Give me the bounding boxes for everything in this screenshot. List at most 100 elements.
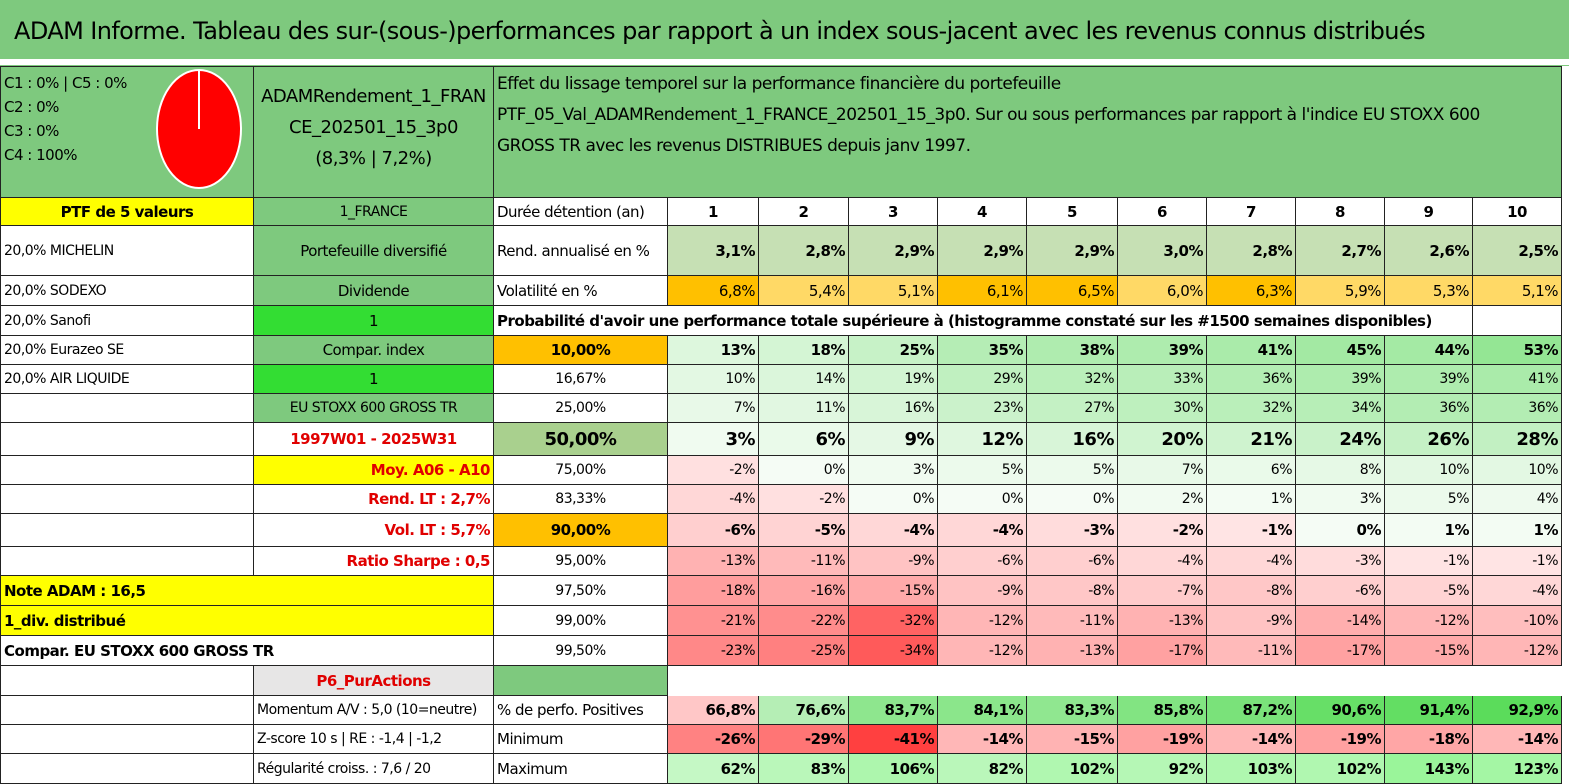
quantile-value: -12%	[1472, 635, 1562, 666]
quantile-value: 34%	[1295, 393, 1385, 423]
quantile-value: -23%	[667, 635, 759, 666]
holding-item: 20,0% AIR LIQUIDE	[0, 364, 254, 394]
pos-value: 92,9%	[1472, 695, 1562, 725]
duration-label: Durée détention (an)	[493, 197, 668, 226]
quantile-value: -16%	[758, 575, 849, 606]
quantile-value: -17%	[1117, 635, 1207, 666]
holding-item: 20,0% MICHELIN	[0, 225, 254, 276]
pos-value: 90,6%	[1295, 695, 1385, 725]
min-value: -18%	[1384, 724, 1473, 754]
quantile-value: 8%	[1295, 455, 1385, 485]
quantile-value: -7%	[1117, 575, 1207, 606]
rend-value: 3,1%	[667, 225, 759, 276]
quantile-value: -32%	[848, 605, 938, 636]
year-header: 9	[1384, 197, 1473, 226]
rend-value: 2,9%	[848, 225, 938, 276]
quantile-value: 28%	[1472, 422, 1562, 456]
rend-value: 3,0%	[1117, 225, 1207, 276]
quantile-value: -4%	[848, 513, 938, 547]
quantile-value: -2%	[758, 484, 849, 514]
performance-table: C1 : 0% | C5 : 0% C2 : 0% C3 : 0% C4 : 1…	[0, 66, 1562, 784]
quantile-value: -1%	[1206, 513, 1296, 547]
table-row: P6_PurActions	[0, 665, 1562, 696]
vol-value: 5,9%	[1295, 275, 1385, 306]
quantile-value: 20%	[1117, 422, 1207, 456]
quantile-label: 97,50%	[493, 575, 668, 606]
max-value: 123%	[1472, 753, 1562, 784]
portfolio-name-line: ADAMRendement_1_FRAN	[261, 86, 486, 107]
vol-value: 5,4%	[758, 275, 849, 306]
min-value: -15%	[1026, 724, 1118, 754]
quantile-value: -11%	[758, 546, 849, 576]
empty-cell	[1472, 665, 1562, 696]
report-title: ADAM Informe. Tableau des sur-(sous-)per…	[0, 0, 1569, 62]
quantile-value: -25%	[758, 635, 849, 666]
max-value: 82%	[937, 753, 1027, 784]
quantile-value: 1%	[1206, 484, 1296, 514]
quantile-value: -9%	[848, 546, 938, 576]
table-row: Moy. A06 - A10 75,00% -2% 0% 3% 5% 5% 7% 6% 8% 10%…	[0, 455, 1562, 485]
max-value: 102%	[1026, 753, 1118, 784]
index-name: EU STOXX 600 GROSS TR	[253, 393, 494, 423]
empty-cell	[1026, 665, 1118, 696]
quantile-value: 0%	[1026, 484, 1118, 514]
quantile-value: 32%	[1026, 364, 1118, 394]
quantile-value: -21%	[667, 605, 759, 636]
period-label: 1997W01 - 2025W31	[253, 422, 494, 456]
quantile-label: 95,00%	[493, 546, 668, 576]
year-header: 10	[1472, 197, 1562, 226]
min-value: -14%	[1472, 724, 1562, 754]
quantile-value: -3%	[1026, 513, 1118, 547]
ptf-label: PTF de 5 valeurs	[0, 197, 254, 226]
region-label: 1_FRANCE	[253, 197, 494, 226]
quantile-value: -5%	[758, 513, 849, 547]
quantile-value: -4%	[1117, 546, 1207, 576]
quantile-value: 36%	[1472, 393, 1562, 423]
quantile-value: 0%	[1295, 513, 1385, 547]
composition-line: C3 : 0%	[4, 122, 59, 140]
empty-cell	[848, 665, 938, 696]
vol-value: 6,0%	[1117, 275, 1207, 306]
max-value: 103%	[1206, 753, 1296, 784]
quantile-value: -10%	[1472, 605, 1562, 636]
max-label: Maximum	[493, 753, 668, 784]
quantile-value: 1%	[1472, 513, 1562, 547]
quantile-value: 24%	[1295, 422, 1385, 456]
quantile-value: 0%	[937, 484, 1027, 514]
pos-value: 83,7%	[848, 695, 938, 725]
empty-cell	[937, 665, 1027, 696]
sharpe-label: Ratio Sharpe : 0,5	[253, 546, 494, 576]
holding-item: 20,0% SODEXO	[0, 275, 254, 306]
quantile-value: -15%	[1384, 635, 1473, 666]
quantile-value: -4%	[667, 484, 759, 514]
rend-value: 2,9%	[1026, 225, 1118, 276]
min-value: -29%	[758, 724, 849, 754]
quantile-value: -11%	[1206, 635, 1296, 666]
empty-cell	[0, 724, 254, 754]
momentum-label: Momentum A/V : 5,0 (10=neutre)	[253, 695, 494, 725]
table-row: PTF de 5 valeurs 1_FRANCE Durée détention …	[0, 197, 1562, 226]
quantile-value: 5%	[937, 455, 1027, 485]
div-label: 1_div. distribué	[0, 605, 494, 636]
table-row: 20,0% MICHELIN Portefeuille diversifié Ren…	[0, 225, 1562, 276]
quantile-value: -6%	[1295, 575, 1385, 606]
quantile-label: 25,00%	[493, 393, 668, 423]
vol-value: 5,1%	[848, 275, 938, 306]
table-row: 20,0% AIR LIQUIDE 1 16,67% 10% 14% 19% 29% 32% 3…	[0, 364, 1562, 394]
table-row: EU STOXX 600 GROSS TR 25,00% 7% 11% 16% 23% 27…	[0, 393, 1562, 423]
quantile-value: 16%	[848, 393, 938, 423]
empty-cell	[758, 665, 849, 696]
min-value: -19%	[1295, 724, 1385, 754]
quantile-value: 11%	[758, 393, 849, 423]
quantile-label: 99,00%	[493, 605, 668, 636]
rend-value: 2,8%	[1206, 225, 1296, 276]
min-value: -26%	[667, 724, 759, 754]
quantile-value: 30%	[1117, 393, 1207, 423]
vol-value: 6,3%	[1206, 275, 1296, 306]
max-value: 143%	[1384, 753, 1473, 784]
empty-cell	[0, 455, 254, 485]
quantile-value: 39%	[1384, 364, 1473, 394]
quantile-value: 23%	[937, 393, 1027, 423]
empty-cell	[0, 753, 254, 784]
vol-value: 6,1%	[937, 275, 1027, 306]
